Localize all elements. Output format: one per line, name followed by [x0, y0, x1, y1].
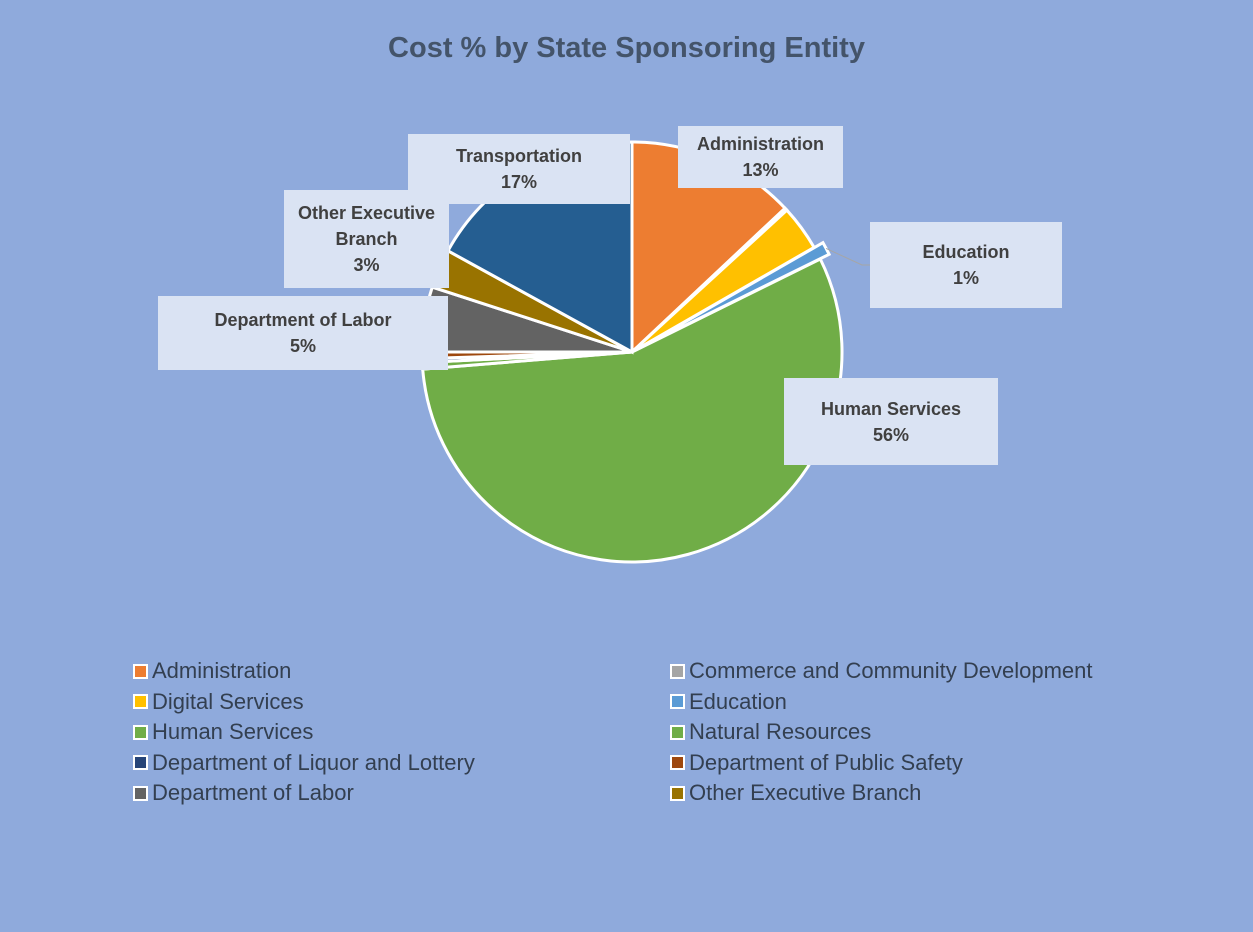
legend-item: Other Executive Branch — [670, 780, 921, 806]
legend-swatch — [133, 663, 148, 679]
data-label: Other Executive Branch 3% — [284, 190, 449, 288]
legend-swatch — [133, 724, 148, 740]
legend-label: Administration — [152, 658, 292, 683]
data-label-name: Other Executive Branch — [297, 203, 436, 249]
data-label-value: 3% — [353, 255, 380, 275]
legend-item: Natural Resources — [670, 719, 871, 745]
data-label-value: 17% — [500, 172, 538, 192]
legend-item: Education — [670, 689, 787, 715]
data-label-name: Education — [922, 242, 1010, 262]
data-label-name: Department of Labor — [214, 310, 392, 330]
legend-label: Digital Services — [152, 688, 304, 714]
legend-label: Department of Liquor and Lottery — [152, 749, 475, 775]
legend-swatch — [670, 663, 685, 679]
data-label-value: 1% — [952, 268, 979, 288]
legend-label: Department of Public Safety — [689, 749, 963, 775]
data-label: Transportation 17% — [408, 134, 630, 204]
pie-slice — [421, 257, 844, 564]
legend-label: Natural Resources — [689, 719, 872, 744]
data-label-value: 5% — [289, 336, 316, 356]
data-label: Department of Labor 5% — [158, 296, 448, 370]
legend-swatch — [670, 785, 685, 801]
chart-title: Cost % by State Sponsoring Entity — [388, 32, 865, 64]
legend-swatch — [133, 694, 148, 709]
data-label: Administration 13% — [678, 126, 843, 188]
legend-item: Department of Public Safety — [670, 750, 963, 776]
data-label: Human Services 56% — [784, 378, 998, 465]
legend-item: Administration — [133, 658, 291, 684]
legend-item: Department of Labor — [133, 780, 354, 806]
data-label-name: Administration — [696, 134, 824, 154]
legend-item: Department of Liquor and Lottery — [133, 750, 475, 776]
legend-label: Commerce and Community Development — [689, 658, 1093, 683]
data-label-name: Transportation — [455, 146, 582, 166]
legend-label: Other Executive Branch — [689, 780, 922, 805]
legend-swatch — [133, 755, 148, 770]
legend-label: Department of Labor — [152, 780, 354, 805]
leader-line — [825, 247, 870, 266]
data-label-name: Human Services — [820, 398, 962, 419]
legend-label: Education — [689, 688, 787, 714]
legend-swatch — [670, 694, 685, 709]
data-label: Education 1% — [870, 222, 1062, 308]
data-label-value: 56% — [872, 424, 910, 445]
legend-label: Human Services — [152, 719, 314, 744]
data-label-value: 13% — [742, 160, 779, 180]
legend-item: Commerce and Community Development — [670, 658, 1093, 684]
legend-item: Human Services — [133, 719, 313, 745]
legend-swatch — [133, 785, 148, 801]
legend-item: Digital Services — [133, 689, 304, 715]
legend-swatch — [670, 724, 685, 740]
legend-swatch — [670, 755, 685, 770]
